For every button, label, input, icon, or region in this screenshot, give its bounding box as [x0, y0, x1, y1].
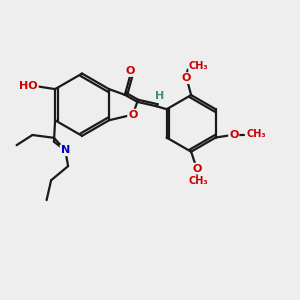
Text: H: H: [155, 91, 164, 101]
Text: CH₃: CH₃: [246, 129, 266, 139]
Text: O: O: [229, 130, 239, 140]
Text: O: O: [182, 73, 191, 83]
Text: CH₃: CH₃: [189, 61, 208, 71]
Text: O: O: [128, 110, 137, 120]
Text: O: O: [126, 66, 135, 76]
Text: O: O: [192, 164, 202, 174]
Text: HO: HO: [19, 81, 38, 91]
Text: CH₃: CH₃: [188, 176, 208, 186]
Text: N: N: [61, 145, 70, 155]
